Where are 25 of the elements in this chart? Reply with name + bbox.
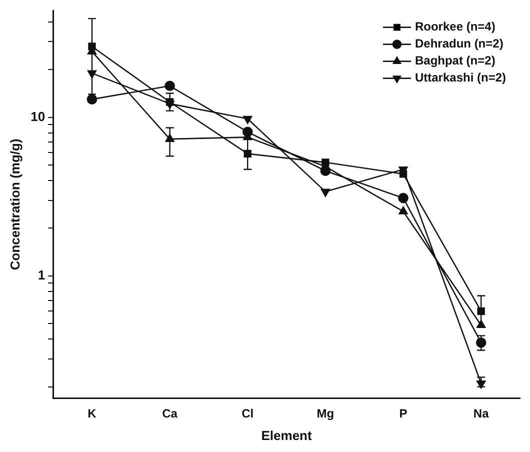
legend-label: Baghpat (n=2) [414, 54, 496, 68]
y-tick-label: 10 [30, 108, 46, 124]
y-axis-title: Concentration (mg/g) [7, 138, 22, 270]
x-tick-label: K [88, 406, 97, 421]
point [320, 188, 330, 197]
point [164, 80, 175, 92]
legend-label: Dehradun (n=2) [414, 36, 504, 51]
x-axis-title: Element [261, 428, 312, 443]
point [398, 192, 408, 204]
point [242, 126, 253, 138]
point [398, 206, 408, 214]
point [399, 170, 408, 178]
point [320, 166, 331, 176]
y-tick-label: 1 [38, 268, 46, 283]
x-tick-label: P [399, 406, 408, 421]
point [88, 42, 96, 50]
legend-label: Uttarkashi (n=2) [414, 70, 506, 85]
x-tick-label: Cl [242, 406, 254, 421]
x-tick-label: Mg [316, 406, 334, 421]
point [243, 116, 252, 124]
x-tick-label: Na [473, 406, 490, 421]
x-tick-label: Ca [162, 406, 178, 421]
point [86, 94, 98, 104]
point [322, 158, 330, 166]
legend-label: Roorkee (n=4) [414, 20, 496, 34]
